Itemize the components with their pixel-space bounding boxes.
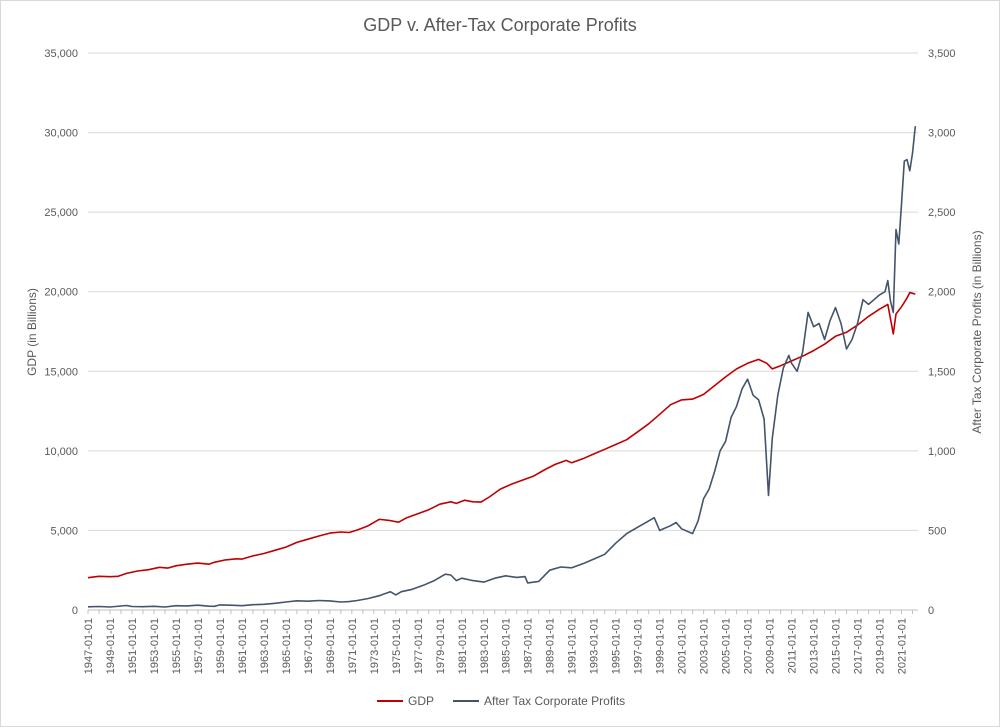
x-tick-label: 2009-01-01	[765, 618, 777, 674]
x-tick-label: 1973-01-01	[369, 618, 381, 674]
y-tick-label: 35,000	[44, 48, 78, 60]
y2-tick-label: 3,000	[928, 128, 956, 140]
x-tick-label: 2013-01-01	[809, 618, 821, 674]
y-axis-right: 0 500 1,000 1,500 2,000 2,500 3,000 3,500	[928, 48, 956, 617]
x-tick-label: 1979-01-01	[435, 618, 447, 674]
x-tick-label: 1957-01-01	[193, 618, 205, 674]
legend-label-profits: After Tax Corporate Profits	[484, 694, 625, 708]
x-tick-label: 1969-01-01	[325, 618, 337, 674]
x-tick-label: 1961-01-01	[237, 618, 249, 674]
x-tick-label: 1993-01-01	[589, 618, 601, 674]
series-line-profits	[87, 126, 917, 608]
y2-tick-label: 500	[928, 525, 946, 537]
series-line-gdp	[87, 291, 916, 579]
x-tick-label: 1991-01-01	[567, 618, 579, 674]
y-axis-left: 0 5,000 10,000 15,000 20,000 25,000 30,000 35,0…	[44, 48, 78, 617]
legend: GDP After Tax Corporate Profits	[377, 694, 625, 708]
y-tick-label: 15,000	[44, 366, 78, 378]
y-axis-title: GDP (in Billions)	[25, 288, 39, 376]
x-tick-label: 2015-01-01	[831, 618, 843, 674]
y2-tick-label: 1,500	[928, 366, 956, 378]
x-tick-label: 1997-01-01	[633, 618, 645, 674]
x-tick-label: 1995-01-01	[611, 618, 623, 674]
y2-tick-label: 3,500	[928, 48, 956, 60]
x-tick-label: 2005-01-01	[721, 618, 733, 674]
y2-axis-title: After Tax Corporate Profits (in Billions…	[970, 230, 984, 433]
chart-title: GDP v. After-Tax Corporate Profits	[363, 15, 636, 35]
x-axis: 1947-01-01 1949-01-01 1951-01-01 1953-01-01…	[83, 609, 918, 674]
x-tick-label: 1965-01-01	[281, 618, 293, 674]
x-tick-label: 1949-01-01	[105, 618, 117, 674]
x-tick-label: 2003-01-01	[699, 618, 711, 674]
gridlines	[88, 52, 918, 611]
x-tick-label: 1971-01-01	[347, 618, 359, 674]
y2-tick-label: 0	[928, 605, 934, 617]
x-tick-label: 1987-01-01	[523, 618, 535, 674]
x-tick-label: 1975-01-01	[391, 618, 403, 674]
x-tick-label: 1967-01-01	[303, 618, 315, 674]
x-tick-label: 2021-01-01	[897, 618, 909, 674]
x-tick-label: 1959-01-01	[215, 618, 227, 674]
y-tick-label: 30,000	[44, 128, 78, 140]
y-tick-label: 5,000	[50, 525, 78, 537]
x-tick-label: 1981-01-01	[457, 618, 469, 674]
x-tick-label: 1955-01-01	[171, 618, 183, 674]
x-tick-label: 1989-01-01	[545, 618, 557, 674]
x-tick-label: 1963-01-01	[259, 618, 271, 674]
y-tick-label: 10,000	[44, 446, 78, 458]
x-tick-label: 2017-01-01	[853, 618, 865, 674]
y-tick-label: 0	[72, 605, 78, 617]
x-tick-label: 2019-01-01	[875, 618, 887, 674]
series-layer	[87, 126, 917, 608]
x-tick-label: 1953-01-01	[149, 618, 161, 674]
y-tick-label: 25,000	[44, 207, 78, 219]
x-tick-label: 1951-01-01	[127, 618, 139, 674]
y-tick-label: 20,000	[44, 287, 78, 299]
y2-tick-label: 2,500	[928, 207, 956, 219]
x-tick-label: 1977-01-01	[413, 618, 425, 674]
x-tick-label: 1985-01-01	[501, 618, 513, 674]
x-tick-label: 1999-01-01	[655, 618, 667, 674]
x-tick-label: 1947-01-01	[83, 618, 95, 674]
x-tick-label: 2011-01-01	[787, 618, 799, 673]
legend-label-gdp: GDP	[408, 694, 434, 708]
x-tick-label: 2001-01-01	[677, 618, 689, 674]
x-tick-label: 1983-01-01	[479, 618, 491, 674]
y2-tick-label: 2,000	[928, 287, 956, 299]
y2-tick-label: 1,000	[928, 446, 956, 458]
x-tick-label: 2007-01-01	[743, 618, 755, 674]
